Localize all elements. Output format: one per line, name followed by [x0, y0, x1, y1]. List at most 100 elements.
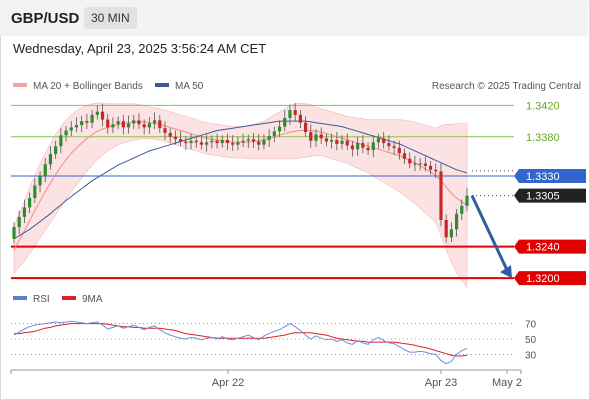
candle-body: [85, 121, 89, 123]
candle: [184, 136, 188, 151]
candle-body: [132, 120, 136, 124]
candle-body: [392, 146, 396, 148]
candle-body: [460, 205, 464, 214]
candle-body: [152, 120, 157, 124]
candle: [309, 124, 313, 148]
symbol-label: GBP/USD: [11, 10, 80, 27]
candle-body: [147, 123, 151, 128]
candle: [28, 192, 32, 213]
rsi-line: [13, 320, 468, 365]
candle: [241, 133, 245, 148]
candle: [54, 140, 58, 159]
candle-body: [54, 146, 58, 155]
candle: [74, 117, 79, 133]
candle-body: [80, 121, 84, 126]
candle-body: [33, 185, 37, 199]
candle: [371, 135, 375, 158]
candle-body: [69, 127, 73, 131]
candle: [402, 148, 407, 165]
copyright: Research © 2025 Trading Central: [432, 81, 581, 92]
candle-body: [231, 143, 235, 145]
level-1-3200-text: 1.3200: [526, 273, 560, 285]
candle: [48, 146, 53, 170]
candle-body: [361, 143, 365, 148]
candle-body: [366, 147, 370, 151]
candle: [267, 128, 271, 148]
candle: [361, 135, 365, 154]
rsi-tick-50: 50: [525, 335, 537, 346]
candle: [434, 163, 438, 179]
candle-body: [236, 142, 240, 145]
candle: [319, 127, 323, 144]
candle-body: [423, 163, 427, 166]
candle-body: [121, 121, 125, 128]
candle: [251, 132, 256, 148]
timeframe-button[interactable]: 30 MIN: [84, 7, 137, 29]
candle-body: [220, 139, 224, 144]
candle-body: [340, 140, 344, 144]
candle-body: [293, 110, 297, 115]
candle: [64, 125, 68, 142]
candle: [158, 114, 162, 133]
candle-body: [126, 123, 131, 128]
candle-body: [277, 126, 282, 132]
level-1-3240-label: 1.3240: [514, 239, 586, 254]
candle: [298, 110, 302, 129]
candle: [163, 121, 167, 140]
candle-body: [267, 136, 271, 140]
candle-body: [298, 114, 302, 123]
candle-body: [262, 139, 266, 145]
candle: [392, 140, 396, 155]
candle-body: [449, 229, 453, 238]
legend-swatch-rsi: [13, 296, 27, 300]
candle: [460, 199, 464, 220]
x-tick-label: Apr 23: [425, 377, 457, 389]
candle: [439, 163, 443, 227]
candle: [387, 135, 391, 151]
candle-body: [272, 131, 276, 137]
candle-body: [303, 122, 308, 133]
candle: [194, 136, 198, 148]
legend-label-rsi: RSI: [33, 294, 50, 305]
candle-body: [428, 165, 433, 170]
rsi-tick-30: 30: [525, 350, 537, 361]
candle-body: [387, 143, 391, 147]
candle: [408, 152, 412, 169]
candle-body: [173, 136, 178, 140]
candle-body: [194, 140, 198, 143]
level-1-3420-text: 1.3420: [526, 100, 560, 112]
candle: [225, 133, 230, 151]
legend-swatch-ma50: [155, 83, 169, 87]
candle: [449, 222, 453, 242]
candle: [366, 142, 370, 155]
candle: [257, 133, 261, 151]
candle: [116, 116, 120, 129]
candle-body: [376, 138, 381, 143]
candle: [444, 214, 448, 243]
candle-body: [12, 227, 16, 239]
candle: [179, 131, 183, 147]
candle-body: [288, 110, 292, 118]
candle: [43, 158, 47, 183]
x-axis: Apr 22 Apr 23 May 2: [10, 369, 522, 389]
candle: [210, 135, 214, 149]
candle-body: [324, 138, 329, 142]
level-1-3240-tag: [514, 239, 586, 254]
price-levels: [11, 104, 514, 280]
candle: [142, 119, 146, 135]
level-1-3330-text: 1.3330: [526, 171, 560, 183]
candle: [288, 104, 292, 126]
level-1-3380-label: 1.3380: [526, 132, 560, 144]
level-1-3200-tag: [514, 271, 586, 286]
candle: [85, 114, 89, 129]
candle-body: [59, 135, 63, 147]
candle-body: [215, 140, 219, 144]
candle: [272, 126, 276, 143]
candle-body: [111, 124, 115, 128]
candle: [350, 140, 355, 157]
candle-body: [371, 142, 375, 151]
candle-body: [17, 216, 21, 228]
candle: [121, 114, 125, 135]
x-tick-label: Apr 22: [212, 377, 244, 389]
candle: [38, 171, 42, 193]
